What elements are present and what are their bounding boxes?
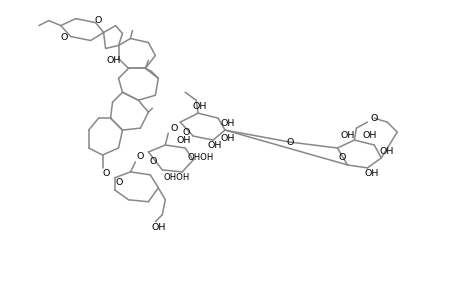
Text: O: O xyxy=(60,33,67,42)
Text: OH: OH xyxy=(220,134,235,142)
Text: OH: OH xyxy=(340,130,354,140)
Text: OH: OH xyxy=(378,148,392,157)
Text: OHOH: OHOH xyxy=(163,173,189,182)
Text: O: O xyxy=(95,16,102,25)
Text: O: O xyxy=(370,114,377,123)
Text: O: O xyxy=(285,137,293,146)
Text: OH: OH xyxy=(151,223,165,232)
Text: OH: OH xyxy=(220,118,235,127)
Text: O: O xyxy=(170,124,178,133)
Text: O: O xyxy=(182,128,190,136)
Text: O: O xyxy=(116,178,123,187)
Text: OH: OH xyxy=(176,136,190,145)
Text: O: O xyxy=(338,154,346,163)
Text: OH: OH xyxy=(361,130,376,140)
Text: O: O xyxy=(136,152,144,161)
Text: O: O xyxy=(149,158,157,166)
Text: OH: OH xyxy=(192,102,207,111)
Text: OH: OH xyxy=(364,169,378,178)
Text: OHOH: OHOH xyxy=(187,154,213,163)
Text: O: O xyxy=(103,169,110,178)
Text: OH: OH xyxy=(106,56,120,65)
Text: OH: OH xyxy=(207,140,222,149)
